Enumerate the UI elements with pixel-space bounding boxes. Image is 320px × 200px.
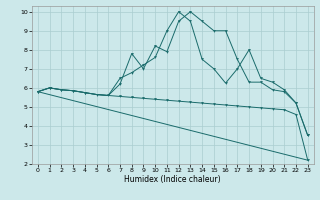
X-axis label: Humidex (Indice chaleur): Humidex (Indice chaleur) bbox=[124, 175, 221, 184]
